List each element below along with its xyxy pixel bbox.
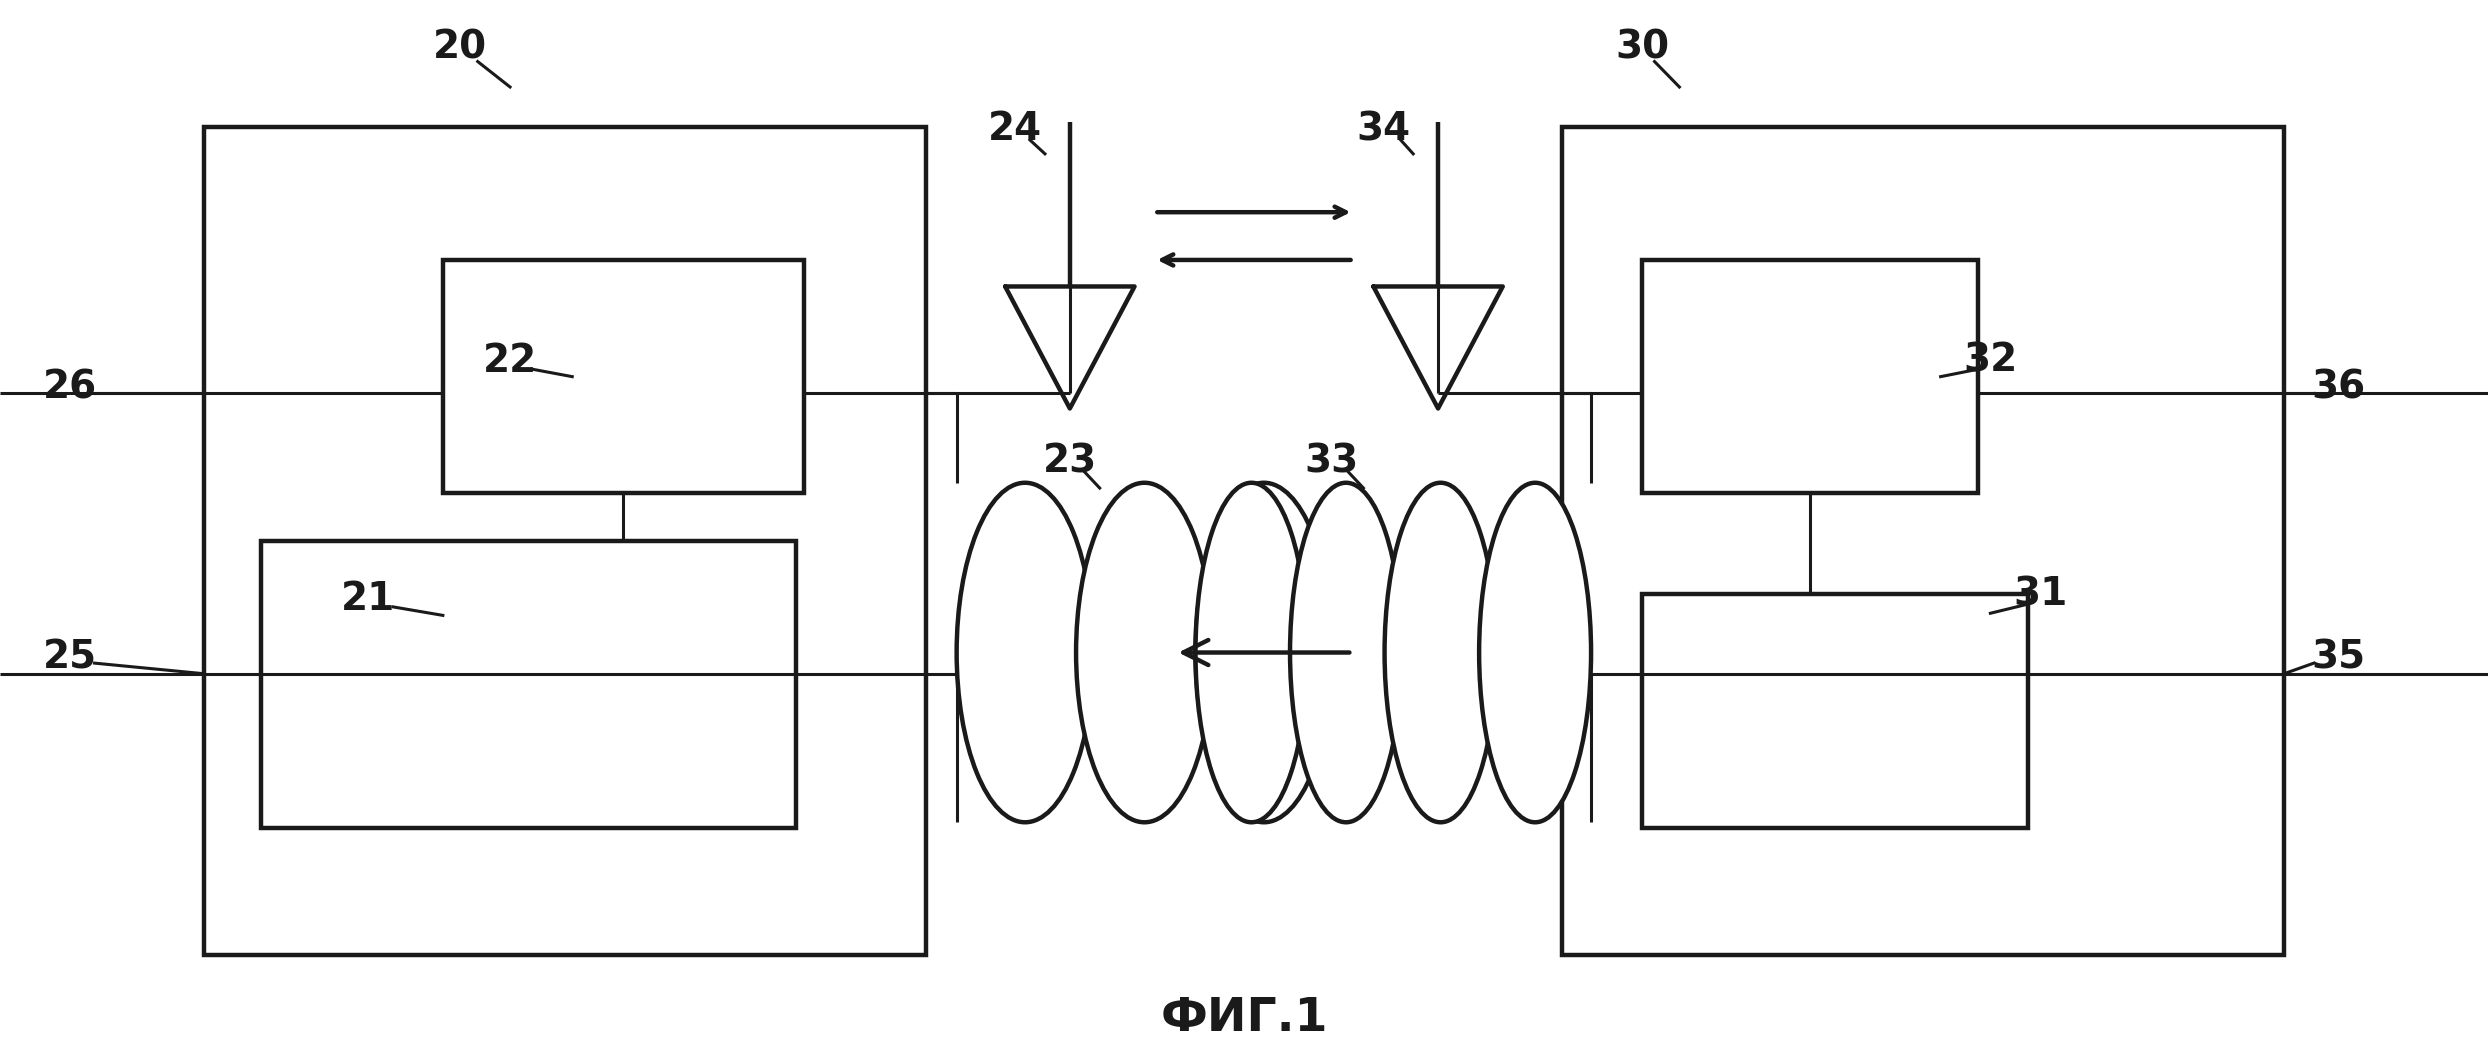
Ellipse shape	[1075, 483, 1214, 822]
Text: 31: 31	[2013, 575, 2068, 613]
Bar	[443, 260, 804, 493]
Text: 36: 36	[2311, 368, 2366, 406]
Text: 20: 20	[433, 29, 488, 67]
Text: 23: 23	[1042, 442, 1097, 481]
Text: 24: 24	[988, 110, 1042, 149]
Bar	[1642, 594, 2028, 828]
Text: 35: 35	[2311, 639, 2366, 677]
Text: ФИГ.1: ФИГ.1	[1159, 996, 1329, 1041]
Text: 30: 30	[1615, 29, 1669, 67]
Text: 21: 21	[341, 580, 396, 619]
Ellipse shape	[1383, 483, 1495, 822]
Bar	[1642, 260, 1978, 493]
Text: 34: 34	[1356, 110, 1411, 149]
Bar	[204, 127, 926, 955]
Bar	[1562, 127, 2284, 955]
Text: 33: 33	[1304, 442, 1358, 481]
Ellipse shape	[1194, 483, 1309, 822]
Text: 32: 32	[1963, 342, 2018, 380]
Ellipse shape	[1194, 483, 1334, 822]
Ellipse shape	[1478, 483, 1592, 822]
Text: 26: 26	[42, 368, 97, 406]
Bar	[261, 541, 796, 828]
Ellipse shape	[1289, 483, 1403, 822]
Ellipse shape	[955, 483, 1095, 822]
Text: 25: 25	[42, 639, 97, 677]
Text: 22: 22	[483, 342, 537, 380]
